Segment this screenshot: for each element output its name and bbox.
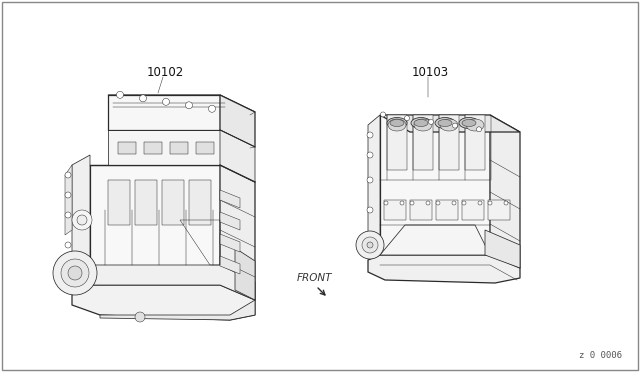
Polygon shape (380, 115, 490, 255)
Circle shape (116, 91, 124, 98)
Circle shape (367, 132, 373, 138)
Circle shape (426, 201, 430, 205)
Circle shape (429, 119, 433, 124)
Circle shape (53, 251, 97, 295)
Circle shape (504, 201, 508, 205)
Circle shape (65, 242, 71, 248)
Ellipse shape (411, 118, 431, 128)
Polygon shape (189, 180, 211, 225)
Polygon shape (488, 200, 510, 220)
Circle shape (452, 123, 458, 128)
Polygon shape (490, 115, 520, 268)
Circle shape (462, 201, 466, 205)
Polygon shape (220, 95, 255, 147)
Circle shape (367, 207, 373, 213)
Text: z 0 0006: z 0 0006 (579, 351, 622, 360)
Ellipse shape (387, 118, 407, 128)
Circle shape (61, 259, 89, 287)
Ellipse shape (440, 119, 458, 131)
Polygon shape (100, 300, 255, 320)
Circle shape (72, 210, 92, 230)
Circle shape (452, 201, 456, 205)
Polygon shape (108, 180, 130, 225)
Polygon shape (118, 142, 136, 154)
Circle shape (65, 192, 71, 198)
Polygon shape (462, 200, 484, 220)
Polygon shape (162, 180, 184, 225)
Ellipse shape (435, 118, 455, 128)
Polygon shape (72, 155, 90, 280)
Ellipse shape (414, 119, 428, 126)
Text: 10102: 10102 (147, 65, 184, 78)
Polygon shape (170, 142, 188, 154)
Polygon shape (220, 234, 240, 252)
Polygon shape (413, 115, 433, 170)
Polygon shape (108, 130, 220, 165)
Text: 10103: 10103 (412, 65, 449, 78)
Polygon shape (220, 212, 240, 230)
Circle shape (384, 201, 388, 205)
Polygon shape (436, 200, 458, 220)
Polygon shape (135, 180, 157, 225)
Circle shape (68, 266, 82, 280)
Polygon shape (220, 256, 240, 274)
Polygon shape (220, 165, 255, 300)
Circle shape (186, 102, 193, 109)
Circle shape (356, 231, 384, 259)
Ellipse shape (438, 119, 452, 126)
Ellipse shape (466, 119, 484, 131)
Polygon shape (196, 142, 214, 154)
Ellipse shape (388, 119, 406, 131)
Circle shape (400, 201, 404, 205)
Polygon shape (387, 115, 407, 170)
Polygon shape (90, 265, 255, 300)
Circle shape (77, 215, 87, 225)
Circle shape (65, 172, 71, 178)
Polygon shape (235, 248, 255, 300)
Polygon shape (144, 142, 162, 154)
Circle shape (140, 95, 147, 102)
Polygon shape (108, 95, 255, 112)
Text: FRONT: FRONT (297, 273, 333, 283)
Ellipse shape (414, 119, 432, 131)
Polygon shape (380, 225, 490, 255)
Circle shape (367, 242, 373, 248)
Polygon shape (368, 255, 520, 283)
Polygon shape (410, 200, 432, 220)
Polygon shape (485, 230, 520, 268)
Circle shape (477, 127, 481, 132)
Circle shape (362, 237, 378, 253)
Circle shape (367, 152, 373, 158)
Circle shape (163, 98, 170, 105)
Circle shape (410, 201, 414, 205)
Polygon shape (108, 95, 220, 130)
Circle shape (209, 105, 216, 112)
Ellipse shape (459, 118, 479, 128)
Polygon shape (65, 165, 72, 235)
Polygon shape (72, 285, 255, 320)
Polygon shape (220, 130, 255, 182)
Polygon shape (220, 190, 240, 208)
Circle shape (135, 312, 145, 322)
Circle shape (488, 201, 492, 205)
Circle shape (436, 201, 440, 205)
Polygon shape (439, 115, 459, 170)
Polygon shape (380, 115, 520, 132)
Circle shape (65, 212, 71, 218)
Polygon shape (384, 200, 406, 220)
Circle shape (381, 112, 385, 117)
Circle shape (478, 201, 482, 205)
Circle shape (367, 177, 373, 183)
Circle shape (404, 116, 410, 121)
Polygon shape (90, 165, 220, 285)
Ellipse shape (390, 119, 404, 126)
Ellipse shape (462, 119, 476, 126)
Polygon shape (368, 115, 380, 255)
Polygon shape (465, 115, 485, 170)
